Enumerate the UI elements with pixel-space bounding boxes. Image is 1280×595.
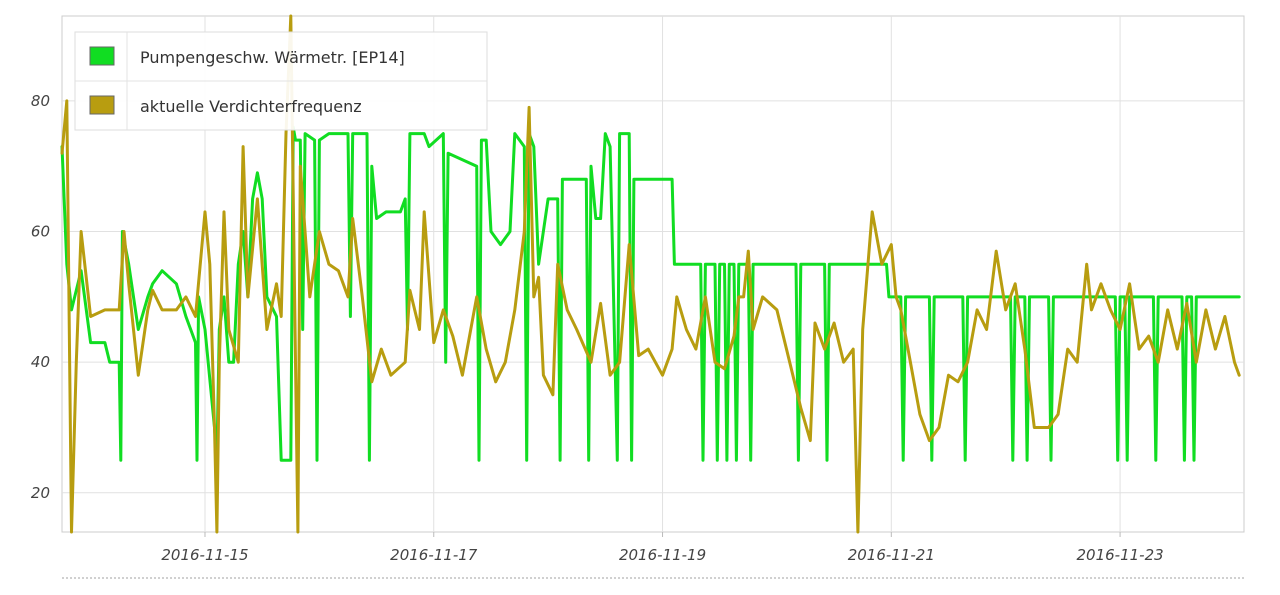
x-tick-label: 2016-11-23 bbox=[1076, 546, 1163, 564]
series-layer bbox=[60, 14, 1241, 534]
y-tick-label: 40 bbox=[31, 353, 50, 371]
legend: Pumpengeschw. Wärmetr. [EP14] aktuelle V… bbox=[74, 31, 488, 131]
legend-swatch-compressor bbox=[89, 95, 115, 115]
x-tick-label: 2016-11-15 bbox=[161, 546, 248, 564]
legend-swatch-pump bbox=[89, 46, 115, 66]
y-tick-label: 80 bbox=[31, 92, 50, 110]
x-tick-label: 2016-11-17 bbox=[390, 546, 478, 564]
x-tick-label: 2016-11-19 bbox=[619, 546, 706, 564]
bottom-dotted-divider bbox=[62, 577, 1244, 579]
axis-layer: 20 40 60 80 2016-11-15 2016-11-17 2016-11-19 20… bbox=[31, 92, 1164, 564]
series-line-0 bbox=[60, 125, 1241, 462]
y-tick-label: 20 bbox=[31, 484, 50, 502]
x-tick-label: 2016-11-21 bbox=[848, 546, 935, 564]
y-tick-label: 60 bbox=[31, 223, 50, 241]
legend-label-pump: Pumpengeschw. Wärmetr. [EP14] bbox=[140, 48, 405, 67]
legend-label-compressor: aktuelle Verdichterfrequenz bbox=[140, 97, 362, 116]
series-line-1 bbox=[60, 14, 1241, 534]
